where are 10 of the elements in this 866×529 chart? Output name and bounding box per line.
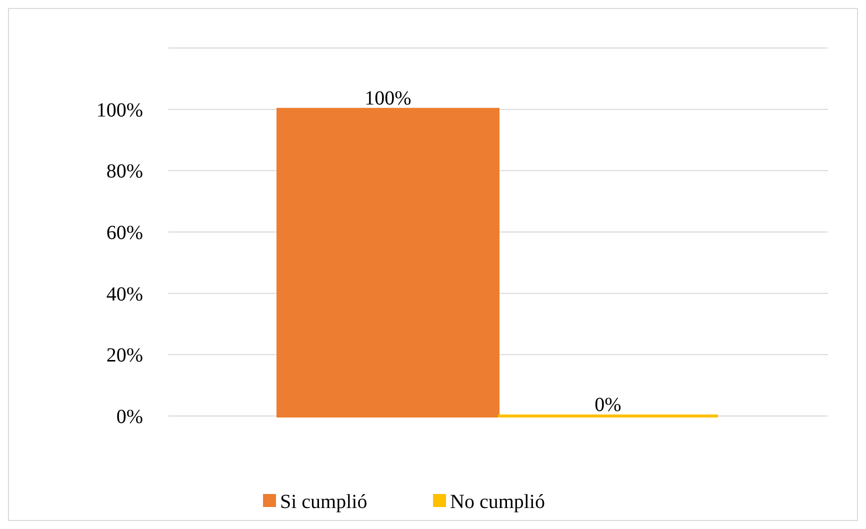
data-label: 0%: [594, 394, 622, 416]
y-tick-label: 0%: [116, 406, 143, 428]
data-label: 100%: [364, 87, 412, 110]
y-tick-label: 80%: [106, 160, 143, 183]
legend-label: Si cumplió: [280, 491, 368, 513]
y-tick-label: 100%: [96, 99, 143, 122]
y-tick-label: 20%: [106, 344, 143, 367]
legend-label: No cumplió: [450, 491, 545, 513]
y-tick-label: 40%: [106, 283, 143, 306]
y-tick-label: 60%: [106, 222, 143, 244]
